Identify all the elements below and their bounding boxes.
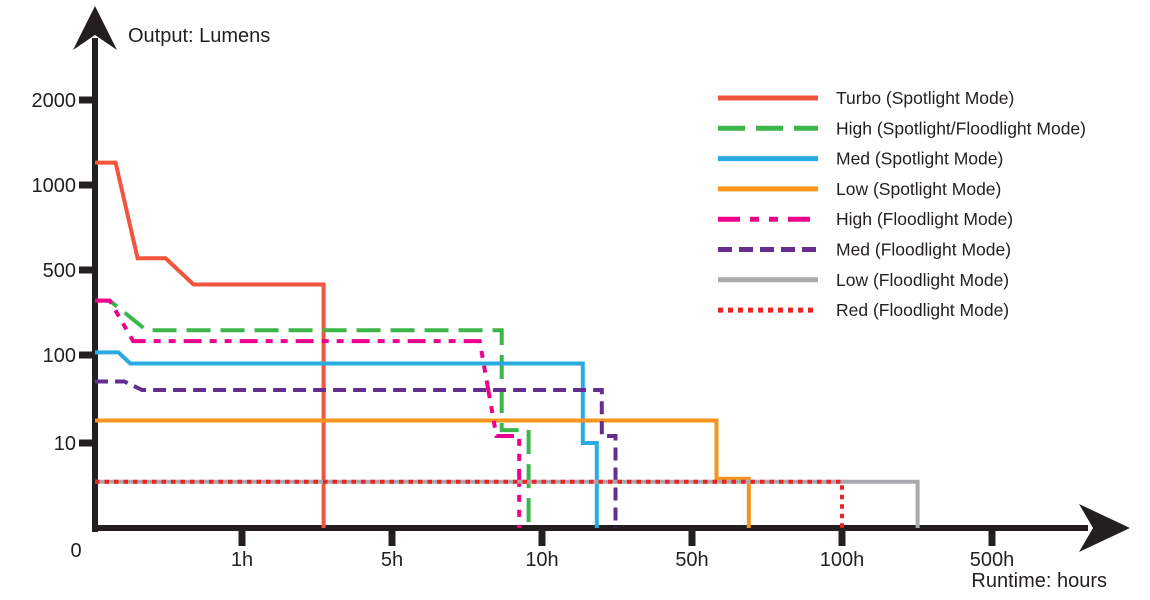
x-tick-label-500h: 500h — [970, 549, 1015, 571]
legend-item-red-floodlight-mode: Red (Floodlight Mode) — [718, 300, 1009, 320]
y-tick-label-100: 100 — [43, 345, 76, 367]
legend-item-high-spotlight-floodlight-mode: High (Spotlight/Floodlight Mode) — [718, 118, 1086, 138]
legend-item-turbo-spotlight-mode: Turbo (Spotlight Mode) — [718, 88, 1014, 108]
series-line-low-spotlight-mode — [95, 418, 751, 528]
legend-label-high-spotlight-floodlight-mode: High (Spotlight/Floodlight Mode) — [836, 118, 1086, 138]
series-line-low-floodlight-mode — [95, 479, 920, 528]
legend-label-low-floodlight-mode: Low (Floodlight Mode) — [836, 270, 1009, 290]
y-tick-label-2000: 2000 — [32, 90, 77, 112]
legend-label-med-floodlight-mode: Med (Floodlight Mode) — [836, 240, 1011, 260]
series-line-red-floodlight-mode — [95, 479, 844, 528]
series-line-med-spotlight-mode — [95, 350, 599, 528]
series-line-turbo-spotlight-mode — [95, 160, 326, 528]
axes — [73, 6, 1130, 552]
origin-label: 0 — [70, 540, 81, 562]
series-line-med-floodlight-mode — [95, 379, 618, 528]
legend-label-red-floodlight-mode: Red (Floodlight Mode) — [836, 300, 1009, 320]
x-axis-arrow-icon — [1079, 504, 1130, 552]
axis-ticks: 1h 5h 10h 50h 100h 500h 10 100 500 1000 2000 — [32, 90, 1015, 571]
y-tick-label-1000: 1000 — [32, 175, 77, 197]
x-tick-label-10h: 10h — [525, 549, 558, 571]
y-axis-arrow-icon — [73, 6, 117, 50]
x-tick-label-50h: 50h — [675, 549, 708, 571]
series-line-high-spotlight-floodlight-mode — [95, 298, 531, 528]
legend-item-low-spotlight-mode: Low (Spotlight Mode) — [718, 179, 1001, 199]
y-axis-title: Output: Lumens — [128, 25, 270, 47]
legend-item-low-floodlight-mode: Low (Floodlight Mode) — [718, 270, 1009, 290]
legend-label-high-floodlight-mode: High (Floodlight Mode) — [836, 209, 1013, 229]
x-tick-label-1h: 1h — [231, 549, 253, 571]
series-lines — [95, 160, 920, 528]
legend-label-med-spotlight-mode: Med (Spotlight Mode) — [836, 149, 1003, 169]
legend-item-med-spotlight-mode: Med (Spotlight Mode) — [718, 149, 1003, 169]
x-tick-label-100h: 100h — [820, 549, 865, 571]
legend-item-med-floodlight-mode: Med (Floodlight Mode) — [718, 240, 1011, 260]
legend: Turbo (Spotlight Mode) High (Spotlight/Fl… — [718, 88, 1086, 320]
y-tick-label-10: 10 — [54, 433, 76, 455]
legend-item-high-floodlight-mode: High (Floodlight Mode) — [718, 209, 1013, 229]
series-line-high-floodlight-mode — [95, 298, 522, 528]
legend-label-turbo-spotlight-mode: Turbo (Spotlight Mode) — [836, 88, 1014, 108]
x-tick-label-5h: 5h — [381, 549, 403, 571]
y-tick-label-500: 500 — [43, 260, 76, 282]
x-axis-title: Runtime: hours — [971, 570, 1107, 592]
legend-label-low-spotlight-mode: Low (Spotlight Mode) — [836, 179, 1001, 199]
